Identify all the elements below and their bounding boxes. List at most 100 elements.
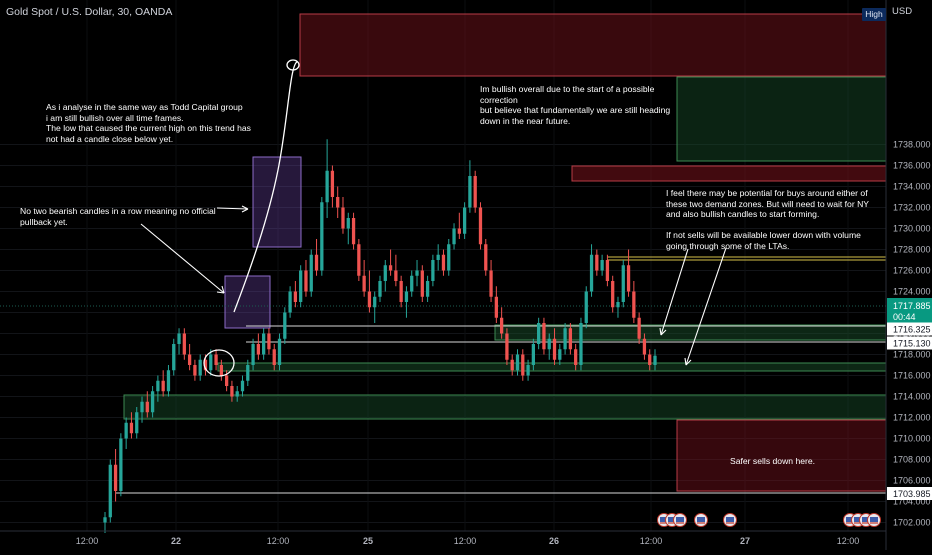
candle xyxy=(330,165,335,208)
candle xyxy=(161,370,165,397)
candle xyxy=(145,391,149,418)
candle xyxy=(515,349,520,376)
price-level-label: 1715.130 xyxy=(893,339,931,349)
supply-zone-mid xyxy=(571,165,887,182)
high-button[interactable]: High xyxy=(862,8,886,21)
candle-body xyxy=(473,176,477,208)
event-flag-icon[interactable] xyxy=(723,513,737,527)
hand-drawn-circle-low xyxy=(203,349,235,377)
candle xyxy=(251,338,255,371)
demand-zone-b xyxy=(217,362,887,372)
candle-body xyxy=(600,260,604,271)
candle-body xyxy=(140,401,144,413)
candle xyxy=(267,328,271,355)
event-flag-icon[interactable] xyxy=(867,513,881,527)
candle-body xyxy=(283,312,287,339)
candle-body xyxy=(277,338,282,365)
event-flag-stripe xyxy=(668,517,676,522)
candle xyxy=(346,212,350,245)
candle-body xyxy=(325,170,329,203)
candle-body xyxy=(251,344,255,365)
candle-body xyxy=(330,170,335,197)
x-tick-label: 12:00 xyxy=(837,536,860,546)
candle xyxy=(198,354,202,381)
candle-body xyxy=(605,260,610,281)
arrow-2-head xyxy=(241,205,249,213)
candle-body xyxy=(383,265,387,281)
candle-body xyxy=(388,265,393,271)
candle-body xyxy=(182,333,186,355)
candle xyxy=(119,433,123,497)
candle xyxy=(108,459,112,523)
event-flag-stripe xyxy=(854,517,862,522)
annotation-no-pullback: No two bearish candles in a row meaning … xyxy=(20,206,216,227)
candle-body xyxy=(404,291,409,302)
annotation-todd-capital: As i analyse in the same way as Todd Cap… xyxy=(46,102,251,144)
candle xyxy=(595,249,599,276)
candle-body xyxy=(621,265,625,302)
candle xyxy=(484,239,488,276)
candle-body xyxy=(309,254,313,292)
candle xyxy=(626,249,631,297)
candle xyxy=(447,239,451,276)
candle xyxy=(653,349,657,371)
candle xyxy=(547,333,551,360)
candle xyxy=(537,317,541,350)
annotation-demand-zones: I feel there may be potential for buys a… xyxy=(666,188,870,251)
candle-body xyxy=(224,375,229,386)
candle xyxy=(584,286,588,329)
candle-body xyxy=(637,317,641,339)
candle-body xyxy=(510,359,514,371)
candle-body xyxy=(420,270,424,297)
candle-body xyxy=(441,254,446,271)
y-tick-label: 1710.000 xyxy=(893,434,931,444)
candle-body xyxy=(394,270,398,281)
candle-body xyxy=(193,365,197,376)
candle-body xyxy=(150,391,155,413)
candle xyxy=(616,296,620,318)
candle xyxy=(103,512,107,533)
candle xyxy=(489,260,493,302)
candle-body xyxy=(357,244,361,276)
candle xyxy=(341,197,345,234)
candle-body xyxy=(304,270,308,292)
candle xyxy=(309,249,313,297)
x-tick-label: 12:00 xyxy=(640,536,663,546)
candle xyxy=(325,139,329,218)
annotation-bullish-overall: Im bullish overall due to the start of a… xyxy=(480,84,671,126)
symbol-title: Gold Spot / U.S. Dollar, 30, OANDA xyxy=(6,6,173,18)
candle xyxy=(521,349,525,381)
y-tick-label: 1714.000 xyxy=(893,392,931,402)
candle-body xyxy=(272,349,276,365)
candle xyxy=(600,254,604,276)
candle xyxy=(478,202,483,250)
bar-countdown-label: 00:44 xyxy=(893,312,916,322)
candle-body xyxy=(521,354,525,376)
event-flags[interactable] xyxy=(657,513,881,527)
candle xyxy=(230,380,234,402)
candle-body xyxy=(145,401,149,413)
demand-zone-c xyxy=(123,394,887,420)
event-flag-stripe xyxy=(660,517,668,522)
candle xyxy=(256,333,261,360)
candle-body xyxy=(214,354,218,365)
demand-zone-a xyxy=(494,324,887,341)
candle xyxy=(399,275,403,308)
candle xyxy=(621,260,625,308)
candle-body xyxy=(346,218,350,229)
event-flag-stripe xyxy=(726,517,734,522)
candle-body xyxy=(642,338,647,355)
event-flag-icon[interactable] xyxy=(694,513,708,527)
candle-body xyxy=(351,218,356,245)
candle xyxy=(394,254,398,287)
candle xyxy=(579,317,583,371)
event-flag-icon[interactable] xyxy=(673,513,687,527)
candle-body xyxy=(452,228,456,245)
candle-body xyxy=(526,365,530,376)
candle xyxy=(452,223,456,250)
candle-body xyxy=(574,349,578,365)
candle xyxy=(605,254,610,287)
candle xyxy=(526,359,530,381)
